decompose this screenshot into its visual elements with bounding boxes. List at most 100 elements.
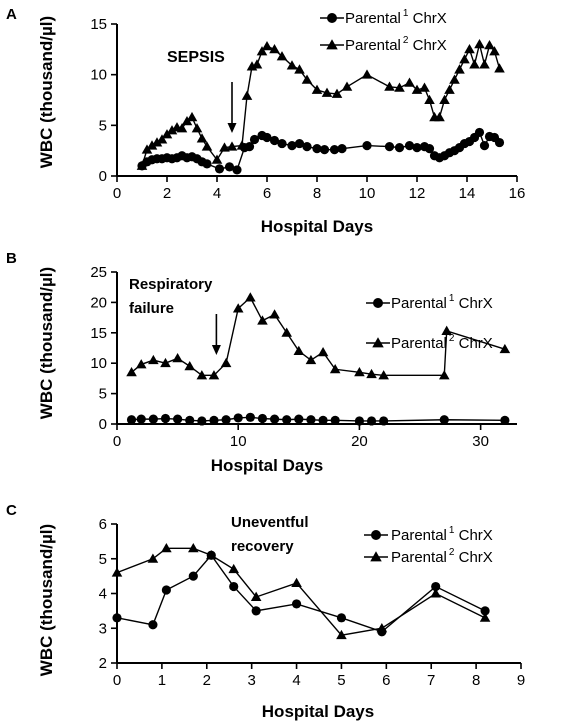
panel-b-series-1-point xyxy=(269,414,280,424)
panel-a-series-2-point xyxy=(151,137,163,147)
panel-a-letter: A xyxy=(6,6,17,23)
panel-a-legend-marker-2 xyxy=(326,39,338,50)
panel-b-series-2-point xyxy=(438,370,450,380)
panel-c-series-1-point xyxy=(291,599,302,609)
panel-c-y-tick-label: 4 xyxy=(99,586,107,603)
panel-b-x-tick-label: 10 xyxy=(230,433,247,450)
panel-a-series-2-point xyxy=(141,144,153,154)
panel-a-series-2-point xyxy=(361,69,373,79)
panel-a-series-2-point xyxy=(469,59,480,69)
panel-b-series-2-point xyxy=(354,367,365,377)
panel-a-series-2-point xyxy=(269,44,280,54)
panel-c-series-2-point xyxy=(430,588,442,598)
panel-c-series-1-point xyxy=(480,606,490,616)
panel-a-x-axis-title: Hospital Days xyxy=(261,217,373,236)
panel-c-x-tick-label: 8 xyxy=(472,672,480,689)
panel-c-x-tick-label: 1 xyxy=(158,672,166,689)
panel-b-series-2-point xyxy=(293,345,305,356)
panel-c-marks xyxy=(111,543,491,640)
panel-b-y-tick-label: 5 xyxy=(99,386,107,403)
panel-b-y-tick-label: 10 xyxy=(90,355,107,372)
panel-c-series-2-point xyxy=(336,629,347,640)
panel-a-arrow-head xyxy=(227,123,237,133)
panel-a-series-1-point xyxy=(269,135,280,146)
panel-a-series-2-point xyxy=(479,59,490,69)
panel-a-series-2-point xyxy=(321,87,333,97)
panel-c-x-tick-label: 3 xyxy=(247,672,255,689)
panel-b-series-1-point xyxy=(439,415,449,425)
panel-a-series-1-point xyxy=(249,134,260,145)
panel-c-x-tick-label: 5 xyxy=(337,672,345,689)
panel-c-series-2-point xyxy=(291,577,302,588)
panel-c-series-2-point xyxy=(161,543,172,553)
panel-a-series-2-point xyxy=(484,39,495,50)
panel-a-series-1-point xyxy=(412,143,422,153)
panel-a-series-2-point xyxy=(331,88,343,98)
panel-a-x-tick-label: 6 xyxy=(263,185,271,202)
panel-b-series-2-point xyxy=(269,309,280,319)
panel-b-series-2-point xyxy=(184,360,196,371)
panel-a-series-2-point xyxy=(459,54,470,64)
panel-a-series-2-point xyxy=(444,84,455,94)
panel-c-series-2-point xyxy=(111,567,123,577)
panel-a-series-2-point xyxy=(146,140,158,150)
panel-b-y-tick-label: 20 xyxy=(90,294,107,311)
panel-a-series-2-point xyxy=(464,44,475,54)
panel-c-axes: 2 3 4 5 6 0 1 2 3 4 5 6 7 8 9 xyxy=(99,516,526,689)
panel-a-series-2-point xyxy=(219,142,230,152)
panel-a-series-2-point xyxy=(454,64,465,74)
panel-b-series-2-point xyxy=(196,370,208,380)
panel-a-series-1-point xyxy=(394,143,405,153)
panel-b-series-1-point xyxy=(126,415,137,425)
panel-c-series-1-point xyxy=(229,581,239,592)
panel-a-series-1-point xyxy=(384,142,395,152)
panel-b-series-1-point xyxy=(306,415,316,425)
panel-a-y-tick-label: 15 xyxy=(90,16,107,33)
panel-b-series-1-point xyxy=(282,415,292,425)
panel-a-series-2-point xyxy=(226,141,238,151)
panel-a-x-tick-label: 12 xyxy=(409,185,426,202)
panel-b-series-1-point xyxy=(379,416,389,426)
panel-a-y-axis-title: WBC (thousand/µl) xyxy=(37,16,56,168)
panel-b-y-tick-label: 15 xyxy=(90,325,107,342)
panel-a-y-tick-label: 5 xyxy=(99,117,107,134)
panel-c-series-1-point xyxy=(431,581,441,592)
panel-a-x-tick-label: 16 xyxy=(509,185,526,202)
panel-a-series-1-point xyxy=(362,141,372,151)
panel-b-series-1-point xyxy=(221,415,231,425)
panel-a-series-2-point xyxy=(236,140,248,150)
panel-c-x-axis-title: Hospital Days xyxy=(262,702,374,721)
panel-b-series-1-point xyxy=(294,414,304,424)
panel-a-series-2-point xyxy=(301,74,313,84)
panel-a-series-2-point xyxy=(276,51,288,61)
panel-c-series-1-point xyxy=(336,613,347,623)
panel-b-letter: B xyxy=(6,250,17,267)
panel-a-series-2-point xyxy=(261,41,273,51)
panel-c-letter: C xyxy=(6,502,17,519)
panel-b-series-2-point xyxy=(126,367,137,377)
panel-a-series-1-point xyxy=(287,141,297,151)
panel-a-series-1-point xyxy=(494,137,505,148)
panel-b-annotation-line-1: Respiratory xyxy=(129,276,213,293)
panel-a-series-2-point xyxy=(294,64,305,74)
panel-a-annotation: SEPSIS xyxy=(167,49,225,66)
panel-b-series-1-point xyxy=(209,415,219,425)
panel-a-series-1-point xyxy=(277,138,287,149)
panel-b-series-1-point xyxy=(233,413,243,423)
panel-a: A WBC (thousand/µl) Hospital Days SEPSIS… xyxy=(6,6,525,236)
panel-c-x-tick-label: 2 xyxy=(203,672,211,689)
panel-b-series-1-point xyxy=(245,412,255,422)
panel-b-y-axis-title: WBC (thousand/µl) xyxy=(37,267,56,419)
panel-b-series-2-point xyxy=(257,315,268,325)
panel-b-series-2-point xyxy=(232,303,244,313)
panel-b-series-2-point xyxy=(245,292,256,302)
panel-c-x-tick-label: 9 xyxy=(517,672,525,689)
panel-a-series-2-point xyxy=(136,160,148,170)
panel-c-x-tick-label: 0 xyxy=(113,672,121,689)
panel-b-series-1-point xyxy=(354,416,365,426)
panel-c-y-tick-label: 2 xyxy=(99,655,107,672)
panel-a-series-2-point xyxy=(181,115,193,126)
panel-a-series-2-point xyxy=(449,74,460,84)
panel-c-y-axis-title: WBC (thousand/µl) xyxy=(37,524,56,676)
panel-a-series-2-point xyxy=(166,125,178,135)
